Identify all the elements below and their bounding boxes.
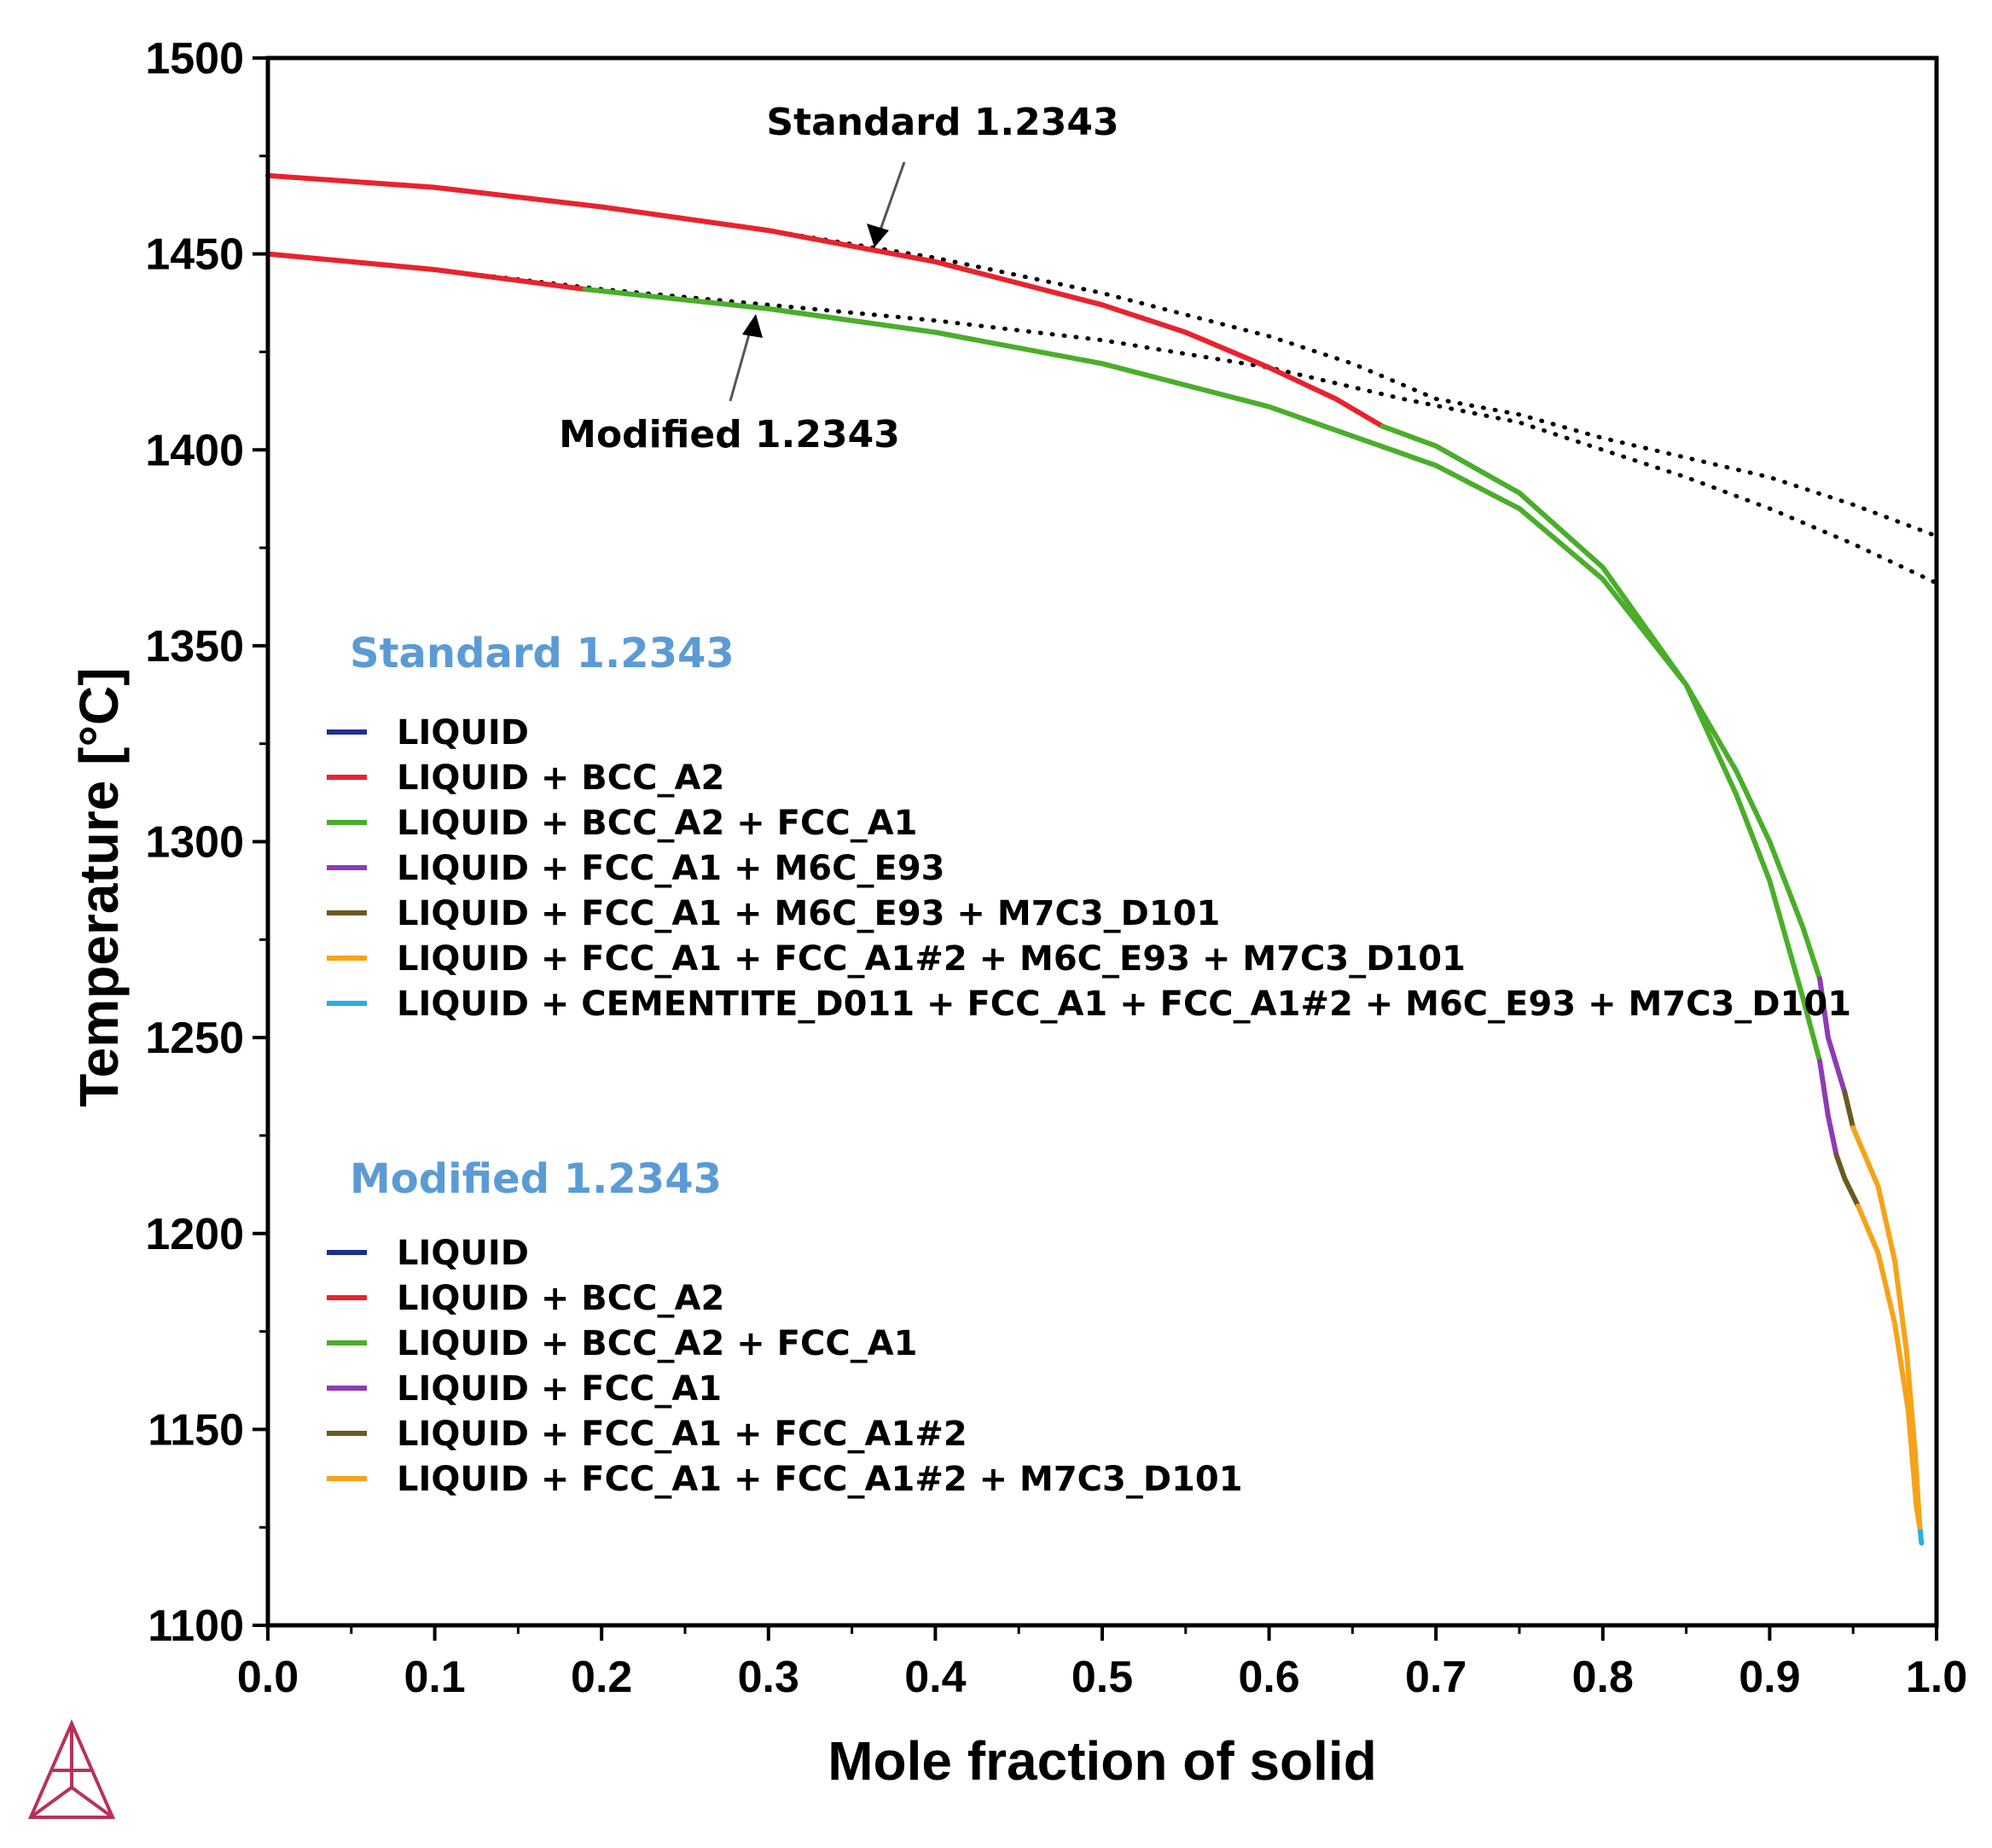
legend-entry-label: LIQUID + BCC_A2: [397, 758, 724, 798]
legend-entry-label: LIQUID + FCC_A1 + M6C_E93 + M7C3_D101: [397, 894, 1220, 933]
y-tick-label: 1100: [148, 1601, 244, 1651]
curves-layer: [265, 172, 1939, 1546]
series-line-8: [265, 251, 588, 292]
series-line-0: [265, 173, 1939, 538]
legend-entry-label: LIQUID + FCC_A1 + M6C_E93: [397, 849, 944, 888]
y-tick-label: 1300: [145, 818, 244, 868]
axis-ticks: 0.0 0.1 0.2 0.3 0.4 0.5 0.6 0.7 0.8 0.9 1.0 1100 115…: [145, 34, 1967, 1702]
x-tick-label: 0.3: [738, 1653, 799, 1702]
legend-standard: Standard 1.2343 LIQUID LIQUID + BCC_A2 LIQU…: [327, 630, 1851, 1024]
x-tick-label: 0.5: [1071, 1653, 1133, 1702]
annotation-standard: Standard 1.2343: [766, 101, 1119, 247]
series-line-9: [582, 287, 1823, 982]
legend-title: Modified 1.2343: [350, 1155, 722, 1203]
x-tick-label: 1.0: [1906, 1653, 1967, 1702]
y-tick-label: 1400: [145, 426, 244, 475]
legend-entry-label: LIQUID + FCC_A1 + FCC_A1#2 + M7C3_D101: [397, 1460, 1243, 1499]
y-tick-label: 1450: [145, 230, 244, 280]
series-line-10: [1817, 976, 1848, 1095]
y-axis-title: Temperature [°C]: [68, 667, 130, 1107]
y-tick-label: 1500: [145, 34, 244, 84]
series-line-1: [265, 252, 1939, 585]
x-tick-label: 0.2: [571, 1653, 632, 1702]
annotation-modified-arrowhead: [742, 314, 763, 338]
annotation-modified-arrow: [729, 328, 752, 402]
series-line-6: [1856, 1203, 1923, 1531]
x-tick-label: 0.9: [1739, 1653, 1800, 1702]
legend-entry-label: LIQUID: [397, 1234, 529, 1273]
logo-icon: [27, 1718, 116, 1819]
y-tick-label: 1150: [148, 1405, 244, 1455]
legend-entry-label: LIQUID + FCC_A1 + FCC_A1#2 + M6C_E93 + M…: [397, 939, 1466, 979]
x-tick-label: 0.6: [1238, 1653, 1299, 1702]
x-tick-label: 0.4: [904, 1653, 966, 1702]
legend-entry-label: LIQUID + CEMENTITE_D011 + FCC_A1 + FCC_A…: [397, 985, 1851, 1024]
series-line-7: [1917, 1525, 1925, 1546]
legend-entry-label: LIQUID + BCC_A2: [397, 1279, 724, 1318]
legend-entry-label: LIQUID + FCC_A1 + FCC_A1#2: [397, 1415, 967, 1454]
x-tick-label: 0.7: [1405, 1653, 1466, 1702]
legend-title: Standard 1.2343: [350, 630, 735, 677]
legend-entry-label: LIQUID + BCC_A2 + FCC_A1: [397, 804, 918, 843]
legend-entry-label: LIQUID + BCC_A2 + FCC_A1: [397, 1324, 918, 1363]
x-tick-label: 0.8: [1572, 1653, 1634, 1702]
series-line-4: [1817, 1058, 1839, 1158]
y-tick-label: 1250: [145, 1014, 244, 1063]
legend-modified: Modified 1.2343 LIQUID LIQUID + BCC_A2 LIQU…: [327, 1155, 1243, 1499]
x-tick-label: 0.0: [237, 1653, 299, 1702]
series-line-2: [265, 172, 1385, 429]
y-tick-label: 1350: [145, 622, 244, 671]
annotation-modified: Modified 1.2343: [559, 314, 900, 456]
annotation-modified-label: Modified 1.2343: [559, 413, 900, 456]
annotation-standard-arrowhead: [867, 224, 889, 247]
x-axis-title: Mole fraction of solid: [828, 1730, 1377, 1792]
legend-entry-label: LIQUID: [397, 713, 529, 753]
series-line-11: [1842, 1090, 1856, 1130]
annotation-standard-arrow: [877, 161, 906, 235]
annotation-standard-label: Standard 1.2343: [766, 101, 1118, 144]
y-tick-label: 1200: [145, 1210, 244, 1259]
series-line-5: [1833, 1152, 1861, 1209]
series-line-12: [1850, 1124, 1923, 1531]
legend-entry-label: LIQUID + FCC_A1: [397, 1369, 722, 1409]
x-tick-label: 0.1: [404, 1653, 465, 1702]
